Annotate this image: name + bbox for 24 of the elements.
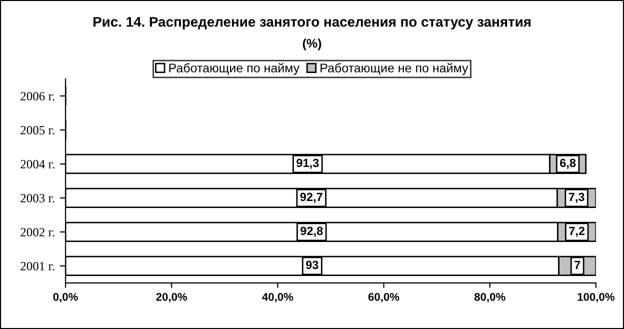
x-tick-label: 100,0%	[578, 292, 614, 302]
chart-title: Рис. 14. Распределение занятого населения по статусу занятия	[93, 17, 530, 30]
data-label: 7,3	[568, 192, 584, 203]
x-tick-label: 60,0%	[368, 292, 400, 302]
x-tick-label: 20,0%	[156, 292, 188, 302]
x-tick-label: 0,0%	[53, 292, 78, 302]
y-tick-label: 2001 г.	[20, 262, 54, 270]
legend-label: Работающие не по найму	[320, 63, 468, 75]
data-label: 92,8	[300, 226, 323, 237]
y-tick-label: 2005 г.	[20, 126, 54, 134]
data-label: 7	[574, 260, 580, 269]
x-tick-label: 80,0%	[474, 292, 506, 302]
data-label: 93	[306, 260, 318, 270]
x-tick-label: 40,0%	[262, 292, 294, 302]
y-tick-label: 2003 г.	[20, 194, 54, 202]
y-tick-label: 2002 г.	[20, 228, 54, 236]
chart-subtitle: (%)	[302, 38, 322, 50]
data-label: 91,3	[296, 158, 319, 169]
y-tick-label: 2004 г.	[20, 160, 54, 168]
legend-label: Работающие по найму	[169, 63, 300, 75]
data-label: 6,8	[560, 158, 576, 169]
data-label: 92,7	[300, 192, 322, 203]
data-label: 7,2	[569, 226, 585, 237]
y-tick-label: 2006 г.	[20, 92, 54, 100]
